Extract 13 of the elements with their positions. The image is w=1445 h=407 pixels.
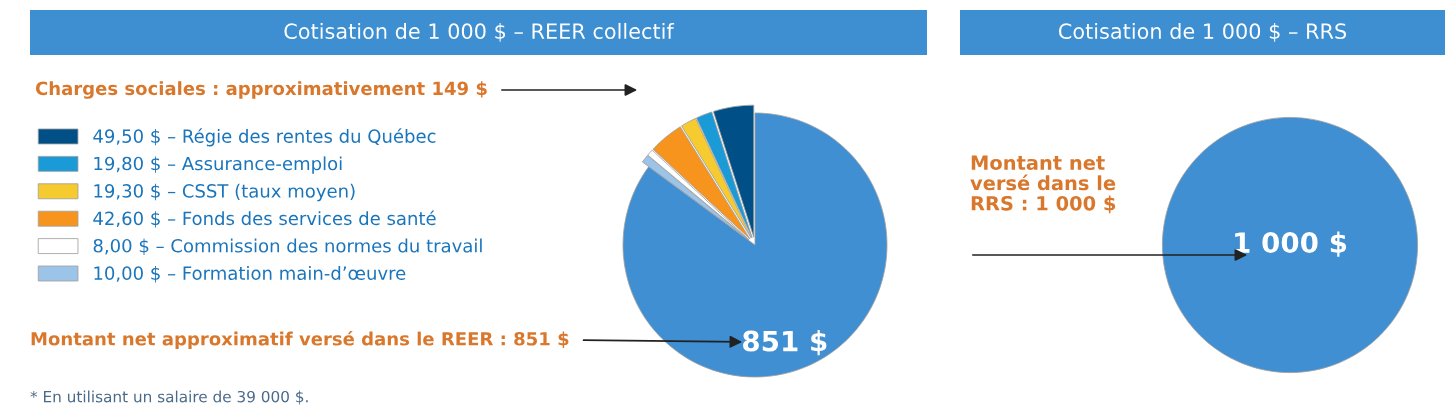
text: Charges sociales : approximativement 149 $ bbox=[35, 81, 487, 99]
data-label: 851 $ bbox=[743, 330, 827, 356]
chart-title: Cotisation de 1 000 $ – RRS bbox=[1058, 22, 1347, 42]
legend-label: 49,50 $ – Régie des rentes du Québec bbox=[93, 128, 436, 147]
legend-label: 8,00 $ – Commission des normes du travail bbox=[93, 238, 482, 255]
chart-title: Cotisation de 1 000 $ – REER collectif bbox=[284, 22, 675, 42]
legend-label: 19,80 $ – Assurance-emploi bbox=[94, 156, 342, 174]
text: Montant net approximatif versé dans le REER : 851 $ bbox=[31, 330, 569, 350]
legend-label: 19,30 $ – CSST (taux moyen) bbox=[94, 183, 355, 202]
text: Montant net versé dans le RRS : 1 000 $ bbox=[970, 155, 1116, 214]
legend-label: 10,00 $ – Formation main-d’œuvre bbox=[94, 266, 406, 283]
text: * En utilisant un salaire de 39 000 $. bbox=[30, 390, 308, 405]
legend-label: 42,60 $ – Fonds des services de santé bbox=[93, 210, 436, 228]
